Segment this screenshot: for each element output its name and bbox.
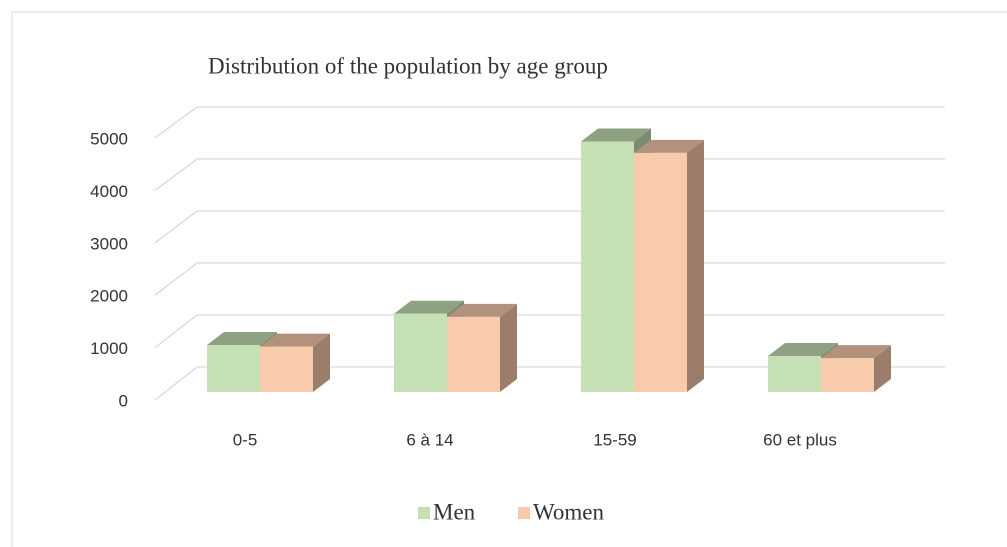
bar-front: [634, 152, 687, 392]
bar-front: [207, 345, 260, 392]
y-tick-label: 1000: [90, 339, 128, 358]
y-tick-label: 3000: [90, 234, 128, 253]
x-tick-label: 60 et plus: [763, 430, 837, 449]
bar-side: [687, 139, 704, 392]
bar-top: [821, 345, 891, 359]
bar-top: [581, 128, 651, 142]
legend-label: Women: [533, 499, 604, 524]
x-tick-label: 15-59: [593, 430, 636, 449]
bar-top: [768, 342, 838, 356]
legend-swatch: [418, 507, 430, 519]
bar-top: [447, 303, 517, 317]
bar-top: [207, 332, 277, 346]
bar-front: [260, 346, 313, 392]
bar-top: [394, 300, 464, 314]
bar-front: [447, 316, 500, 392]
bar: [634, 139, 704, 392]
chart-border: [11, 11, 1007, 547]
bar-top: [634, 139, 704, 153]
y-tick-label: 5000: [90, 129, 128, 148]
x-tick-label: 0-5: [233, 430, 258, 449]
bar-front: [768, 355, 821, 392]
bar-side: [313, 333, 330, 392]
legend-label: Men: [433, 499, 476, 524]
y-tick-label: 0: [119, 391, 128, 410]
bar-front: [821, 358, 874, 392]
legend-swatch: [518, 507, 530, 519]
bar: [447, 303, 517, 392]
bar-top: [260, 333, 330, 347]
bar-front: [394, 313, 447, 392]
bar: [821, 345, 891, 392]
bar-side: [874, 345, 891, 392]
y-tick-label: 4000: [90, 182, 128, 201]
chart-title: Distribution of the population by age gr…: [208, 53, 608, 78]
x-tick-label: 6 à 14: [406, 430, 453, 449]
bar-side: [500, 303, 517, 392]
grid-line: [154, 106, 945, 139]
bar: [260, 333, 330, 392]
y-tick-label: 2000: [90, 287, 128, 306]
bar-front: [581, 141, 634, 392]
